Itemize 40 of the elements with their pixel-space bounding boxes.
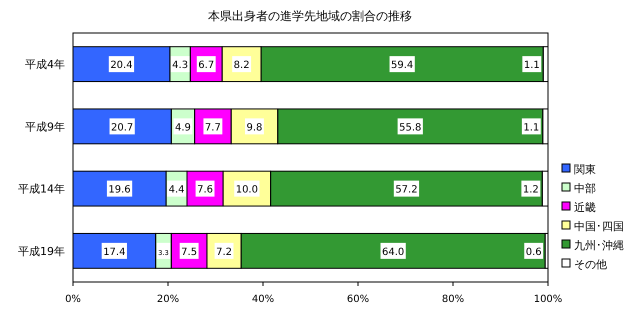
text: 6.7 <box>198 60 214 72</box>
text: 7.6 <box>197 184 214 196</box>
chart-title: 本県出身者の進学先地域の割合の推移 <box>208 9 412 23</box>
text: 1.2 <box>522 184 539 196</box>
text: 55.8 <box>399 122 422 134</box>
x-tick-label: 20% <box>156 294 180 305</box>
x-tick-label: 60% <box>346 294 370 305</box>
text: 59.4 <box>391 60 414 72</box>
x-tick-label: 40% <box>252 294 274 305</box>
x-tick-label: 0% <box>65 294 81 305</box>
text: 19.6 <box>108 184 131 196</box>
text: その他 <box>574 258 607 271</box>
text: 8.2 <box>234 60 250 72</box>
text: 64.0 <box>382 246 404 258</box>
text: 4.3 <box>172 60 188 72</box>
text: 7.7 <box>204 122 221 134</box>
text: 1.1 <box>524 60 540 72</box>
text: 20.7 <box>111 122 134 134</box>
text: 10.0 <box>236 184 258 196</box>
legend-label: 関東 <box>574 163 596 176</box>
x-tick-label: 80% <box>442 294 464 305</box>
x-tick-label: 100% <box>534 294 562 305</box>
text: 0.6 <box>526 246 542 258</box>
text: 20.4 <box>110 60 133 72</box>
text: 4.4 <box>168 184 185 196</box>
text: 1.1 <box>523 122 540 134</box>
text: 57.2 <box>395 184 418 196</box>
y-tick-label: 平成19年 <box>18 244 65 258</box>
text: 7.5 <box>181 246 198 258</box>
y-tick-label: 平成14年 <box>18 182 65 196</box>
y-tick-label: 平成9年 <box>25 120 65 134</box>
text: 9.8 <box>246 122 262 134</box>
legend-label: 九州･沖縄 <box>574 239 624 252</box>
legend-label: 中国･四国 <box>574 220 624 233</box>
y-tick-label: 平成4年 <box>25 58 65 72</box>
text: 7.2 <box>216 246 232 258</box>
legend-label: 近畿 <box>574 201 596 214</box>
text: 17.4 <box>103 246 126 258</box>
legend-label: 中部 <box>574 182 596 195</box>
text: 4.9 <box>175 122 191 134</box>
